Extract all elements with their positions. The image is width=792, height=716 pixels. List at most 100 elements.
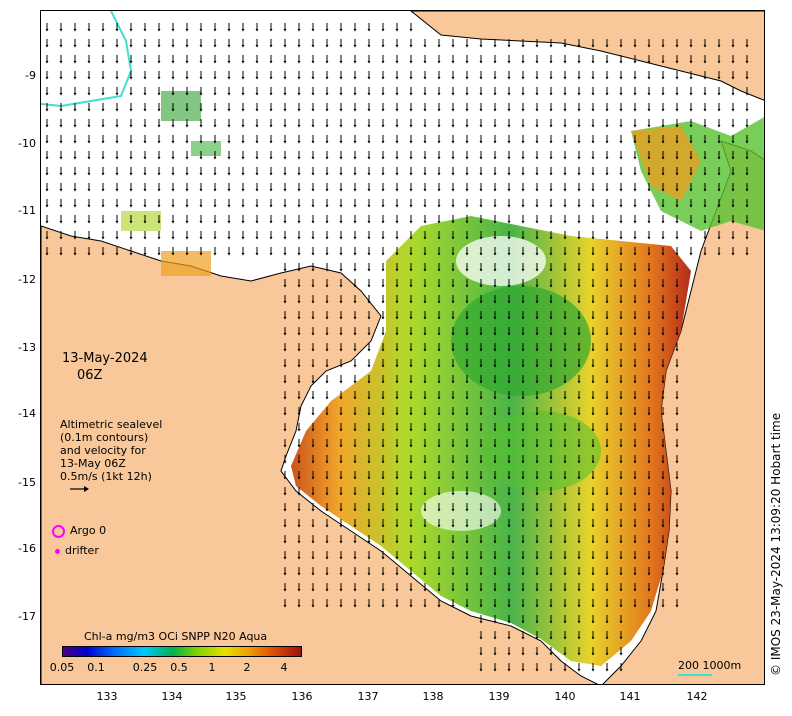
velocity-arrowhead <box>731 221 735 224</box>
velocity-arrowhead <box>745 253 749 256</box>
velocity-arrowhead <box>199 253 203 256</box>
velocity-arrowhead <box>395 333 399 336</box>
velocity-arrowhead <box>395 205 399 208</box>
velocity-arrowhead <box>521 541 525 544</box>
velocity-arrowhead <box>675 125 679 128</box>
velocity-arrowhead <box>241 253 245 256</box>
velocity-arrowhead <box>479 61 483 64</box>
velocity-arrowhead <box>689 253 693 256</box>
velocity-arrowhead <box>353 413 357 416</box>
velocity-arrowhead <box>297 29 301 32</box>
velocity-arrowhead <box>647 589 651 592</box>
velocity-arrowhead <box>647 445 651 448</box>
velocity-arrowhead <box>185 157 189 160</box>
velocity-arrowhead <box>367 589 371 592</box>
velocity-arrowhead <box>283 29 287 32</box>
velocity-arrowhead <box>59 237 63 240</box>
velocity-arrowhead <box>675 237 679 240</box>
velocity-arrowhead <box>283 205 287 208</box>
lon-tick-label: 137 <box>357 690 379 703</box>
velocity-arrowhead <box>549 77 553 80</box>
velocity-arrowhead <box>87 237 91 240</box>
argo-legend: Argo 0 <box>52 524 106 538</box>
velocity-arrowhead <box>395 141 399 144</box>
velocity-arrowhead <box>451 77 455 80</box>
velocity-arrowhead <box>689 141 693 144</box>
velocity-arrowhead <box>535 445 539 448</box>
velocity-arrowhead <box>591 205 595 208</box>
velocity-arrowhead <box>437 333 441 336</box>
date-label: 13-May-2024 06Z <box>62 350 148 384</box>
velocity-arrowhead <box>101 141 105 144</box>
velocity-arrowhead <box>115 221 119 224</box>
velocity-arrowhead <box>381 301 385 304</box>
velocity-arrowhead <box>535 589 539 592</box>
velocity-arrowhead <box>507 269 511 272</box>
velocity-arrowhead <box>157 93 161 96</box>
velocity-arrowhead <box>591 541 595 544</box>
velocity-arrowhead <box>339 205 343 208</box>
velocity-arrowhead <box>717 253 721 256</box>
map-area[interactable] <box>40 10 765 685</box>
velocity-arrowhead <box>451 445 455 448</box>
velocity-arrowhead <box>115 45 119 48</box>
velocity-arrowhead <box>479 301 483 304</box>
velocity-arrowhead <box>143 205 147 208</box>
velocity-arrowhead <box>395 541 399 544</box>
velocity-arrowhead <box>157 205 161 208</box>
velocity-arrowhead <box>353 125 357 128</box>
velocity-arrowhead <box>535 205 539 208</box>
velocity-arrowhead <box>563 397 567 400</box>
velocity-arrowhead <box>283 221 287 224</box>
velocity-arrowhead <box>409 461 413 464</box>
velocity-arrowhead <box>185 253 189 256</box>
velocity-arrowhead <box>507 637 511 640</box>
velocity-arrowhead <box>73 173 77 176</box>
velocity-arrowhead <box>549 461 553 464</box>
velocity-arrowhead <box>423 61 427 64</box>
velocity-arrows <box>45 23 749 672</box>
velocity-arrowhead <box>591 653 595 656</box>
velocity-arrowhead <box>311 157 315 160</box>
velocity-arrowhead <box>605 653 609 656</box>
velocity-arrowhead <box>717 157 721 160</box>
velocity-arrowhead <box>311 557 315 560</box>
velocity-arrowhead <box>689 157 693 160</box>
velocity-arrowhead <box>269 221 273 224</box>
argo-label: Argo 0 <box>70 524 107 537</box>
velocity-arrowhead <box>479 237 483 240</box>
velocity-arrowhead <box>731 93 735 96</box>
velocity-arrowhead <box>143 221 147 224</box>
velocity-arrowhead <box>745 221 749 224</box>
chlorophyll-field <box>121 91 764 666</box>
velocity-arrowhead <box>269 93 273 96</box>
velocity-arrowhead <box>339 93 343 96</box>
velocity-arrowhead <box>423 45 427 48</box>
velocity-arrowhead <box>619 445 623 448</box>
velocity-arrowhead <box>563 189 567 192</box>
velocity-arrowhead <box>577 397 581 400</box>
velocity-arrowhead <box>185 93 189 96</box>
velocity-arrowhead <box>451 557 455 560</box>
velocity-arrowhead <box>605 637 609 640</box>
velocity-arrowhead <box>451 237 455 240</box>
velocity-arrowhead <box>675 381 679 384</box>
velocity-arrowhead <box>283 253 287 256</box>
velocity-arrowhead <box>479 413 483 416</box>
velocity-arrowhead <box>255 189 259 192</box>
velocity-arrowhead <box>577 349 581 352</box>
velocity-arrowhead <box>521 173 525 176</box>
velocity-arrowhead <box>563 477 567 480</box>
velocity-arrowhead <box>479 141 483 144</box>
velocity-arrowhead <box>661 365 665 368</box>
velocity-arrowhead <box>283 397 287 400</box>
velocity-arrowhead <box>311 141 315 144</box>
colorbar-tick: 0.05 <box>49 661 75 674</box>
velocity-arrowhead <box>437 253 441 256</box>
velocity-arrowhead <box>171 253 175 256</box>
velocity-arrowhead <box>129 205 133 208</box>
velocity-arrowhead <box>451 221 455 224</box>
velocity-arrowhead <box>507 557 511 560</box>
velocity-arrowhead <box>143 237 147 240</box>
velocity-arrowhead <box>689 221 693 224</box>
